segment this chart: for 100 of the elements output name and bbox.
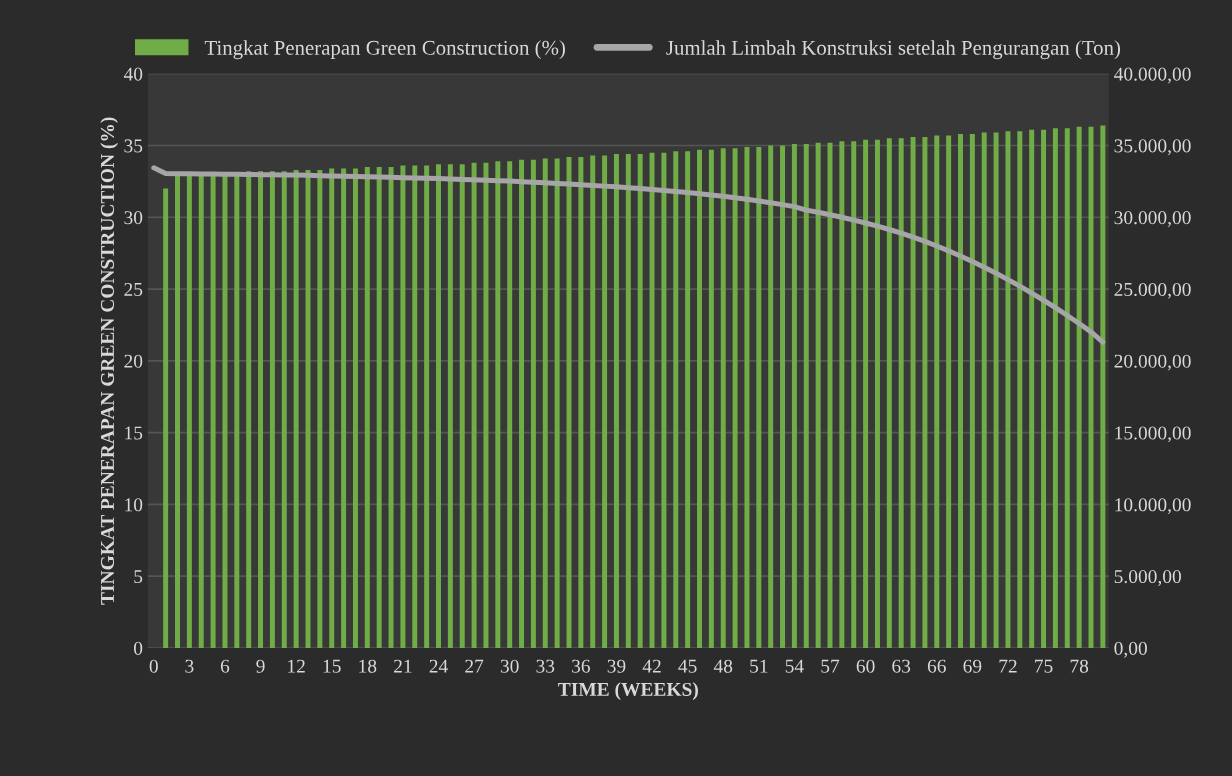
x-tick-label: 54 <box>785 659 804 673</box>
bar <box>863 139 869 648</box>
bar <box>364 167 370 648</box>
bar <box>400 165 406 648</box>
bar <box>649 152 655 648</box>
x-tick-label: 6 <box>220 659 230 673</box>
bar <box>1076 126 1082 648</box>
y-tick-label: 25 <box>124 282 143 296</box>
y-tick-label: 10 <box>125 498 143 512</box>
bar <box>329 168 335 648</box>
x-tick-label: 72 <box>999 659 1017 673</box>
bar <box>412 165 418 648</box>
bar <box>483 162 489 648</box>
bar <box>946 135 952 648</box>
bar <box>341 168 347 648</box>
bar <box>519 159 525 648</box>
y-tick-label: 35 <box>124 139 143 153</box>
x-tick-label: 42 <box>642 659 661 673</box>
bar <box>815 142 821 648</box>
bar <box>1017 131 1023 648</box>
x-tick-label: 66 <box>927 659 946 673</box>
bar <box>969 134 975 648</box>
y2-tick-label: 35.000,00 <box>1114 139 1191 156</box>
bar <box>744 146 750 648</box>
x-tick-label: 12 <box>288 659 305 673</box>
bar <box>1005 131 1011 648</box>
y-tick-label: 30 <box>124 211 143 225</box>
x-axis-title: TIME (WEEKS) <box>558 682 698 700</box>
legend-label: Jumlah Limbah Konstruksi setelah Pengurangan (Ton) <box>666 40 1121 60</box>
x-tick-label: 69 <box>963 659 982 673</box>
bar <box>507 161 513 648</box>
x-tick-label: 36 <box>572 659 591 673</box>
x-tick-label: 39 <box>607 659 626 673</box>
bar <box>1052 128 1058 648</box>
bar <box>934 135 940 648</box>
bar <box>685 151 691 648</box>
x-tick-label: 48 <box>713 659 733 673</box>
y-tick-label: 40 <box>123 67 143 81</box>
bar <box>851 141 857 648</box>
bar <box>459 164 465 648</box>
x-tick-label: 9 <box>256 659 265 673</box>
bar <box>803 144 809 648</box>
bar <box>661 152 667 648</box>
bar <box>732 148 738 648</box>
x-tick-label: 33 <box>536 659 555 673</box>
bar <box>542 158 548 648</box>
y-tick-label: 20 <box>124 354 143 368</box>
bar <box>186 174 192 648</box>
bar <box>886 138 892 648</box>
x-tick-label: 15 <box>323 659 341 673</box>
y-axis-title: TINGKAT PENERAPAN GREEN CONSTRUCTION (%) <box>100 117 118 605</box>
bar <box>874 139 880 648</box>
x-tick-label: 57 <box>821 659 840 673</box>
bar <box>1041 129 1047 648</box>
x-tick-label: 27 <box>465 659 484 673</box>
x-tick-label: 18 <box>359 659 377 673</box>
x-tick-label: 0 <box>149 659 158 673</box>
x-tick-label: 75 <box>1035 659 1053 673</box>
bar <box>673 151 679 648</box>
y2-tick-label: 40.000,00 <box>1114 67 1191 84</box>
bar <box>697 149 702 648</box>
bar <box>756 146 762 648</box>
bar <box>436 164 441 648</box>
y-tick-label: 15 <box>125 426 143 440</box>
bar <box>530 159 536 648</box>
bar <box>839 141 845 648</box>
y2-tick-label: 30.000,00 <box>1114 211 1191 228</box>
bar <box>258 171 264 648</box>
bar <box>791 144 797 648</box>
bar <box>910 136 916 648</box>
bar <box>175 174 180 648</box>
bar <box>780 145 786 648</box>
bar <box>269 171 275 648</box>
bar <box>293 169 299 648</box>
x-tick-label: 3 <box>185 659 194 673</box>
bar <box>625 154 631 648</box>
bar <box>637 154 643 648</box>
bar <box>281 171 287 648</box>
x-tick-label: 30 <box>500 659 519 673</box>
bar <box>1100 125 1106 648</box>
y2-tick-label: 20.000,00 <box>1114 354 1191 371</box>
bar <box>163 188 169 648</box>
bar <box>376 167 382 648</box>
bar <box>768 145 774 648</box>
bar <box>613 154 619 648</box>
x-tick-label: 78 <box>1070 659 1089 673</box>
bar <box>246 171 252 648</box>
bar <box>1029 129 1035 648</box>
bar <box>958 134 963 648</box>
y2-tick-label: 25.000,00 <box>1114 282 1191 299</box>
x-tick-label: 21 <box>394 659 412 673</box>
bar <box>981 132 987 648</box>
bar <box>720 148 726 648</box>
bar <box>1064 128 1070 648</box>
x-tick-label: 60 <box>856 659 875 673</box>
bar <box>495 161 501 648</box>
x-tick-label: 45 <box>678 659 697 673</box>
bar <box>447 164 453 648</box>
bar <box>922 136 928 648</box>
x-tick-label: 24 <box>429 659 448 673</box>
